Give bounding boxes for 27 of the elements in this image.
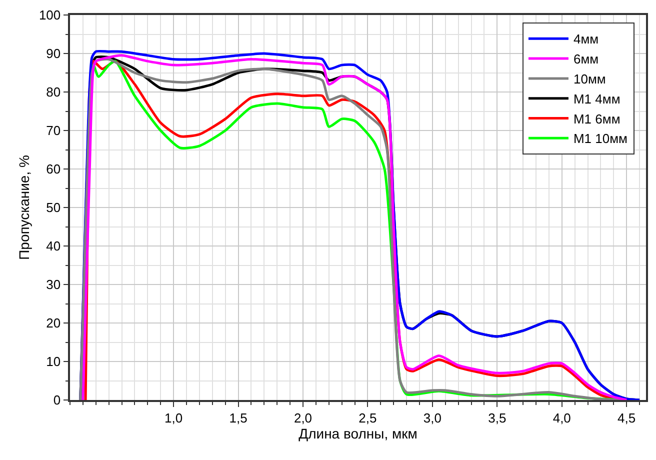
- legend-label: 10мм: [573, 72, 606, 87]
- legend-label: M1 4мм: [573, 91, 620, 106]
- legend-label: 6мм: [573, 52, 599, 67]
- x-tick-label: 4,5: [618, 410, 636, 426]
- y-tick-label: 70: [46, 123, 61, 138]
- x-tick-label: 4,0: [552, 410, 571, 426]
- x-tick-label: 2,5: [358, 410, 377, 426]
- y-tick-label: 40: [46, 238, 61, 254]
- y-tick-label: 50: [46, 200, 61, 216]
- y-tick-label: 60: [46, 162, 61, 177]
- x-tick-label: 2,0: [294, 410, 312, 426]
- y-tick-label: 90: [46, 46, 61, 62]
- y-tick-label: 80: [46, 84, 61, 100]
- x-tick-label: 1,0: [164, 410, 183, 426]
- legend-label: M1 10мм: [573, 131, 628, 146]
- x-axis-title: Длина волны, мкм: [298, 425, 418, 442]
- y-tick-label: 30: [46, 277, 61, 292]
- x-tick-label: 1,5: [229, 410, 248, 426]
- y-tick-label: 100: [38, 8, 61, 23]
- x-tick-label: 3,5: [488, 410, 506, 426]
- y-tick-label: 0: [53, 392, 61, 408]
- legend-label: 4мм: [573, 32, 599, 47]
- x-tick-label: 3,0: [423, 410, 442, 426]
- y-axis-title: Пропускание, %: [16, 155, 32, 260]
- legend-label: M1 6мм: [573, 111, 620, 126]
- y-tick-label: 10: [46, 354, 61, 370]
- y-tick-label: 20: [46, 316, 61, 331]
